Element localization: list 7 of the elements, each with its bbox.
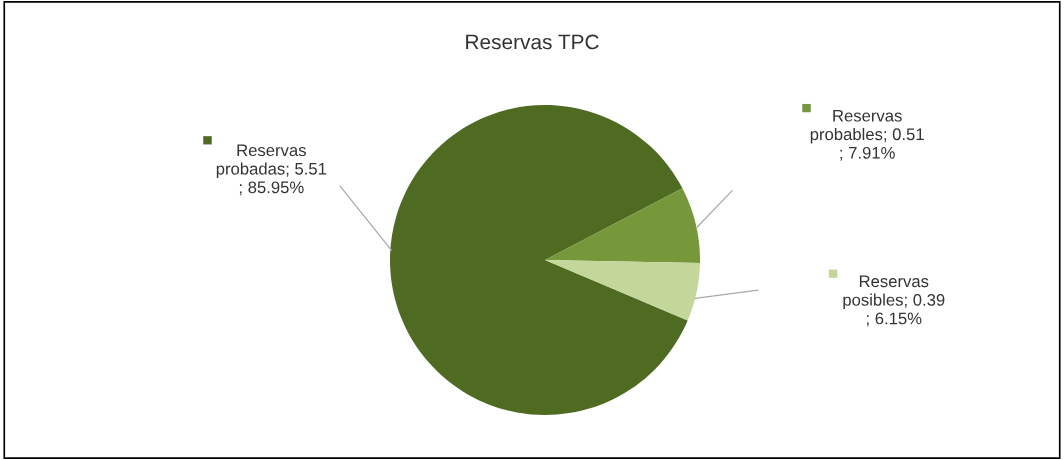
legend-label: Reservas probadas; 5.51 ; 85.95% [216,144,327,196]
pie-slice [545,260,700,321]
legend-label: Reservas probables; 0.51 ; 7.91% [810,109,924,161]
pie-slice [545,188,700,263]
chart-title: Reservas TPC [466,34,599,50]
pie-slice [390,105,688,415]
legend-label: Reservas posibles; 0.39 ; 6.15% [843,275,945,327]
